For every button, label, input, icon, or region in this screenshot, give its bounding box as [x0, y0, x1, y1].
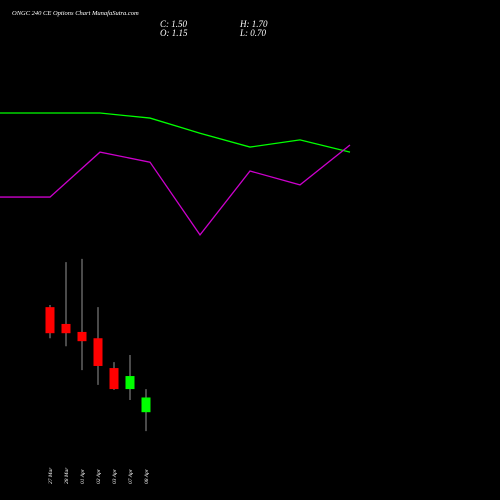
- candle-body: [125, 376, 135, 390]
- x-tick-label: 03 Apr: [112, 468, 118, 484]
- ohlc-close: C: 1.50: [160, 19, 188, 29]
- candle-body: [109, 368, 119, 390]
- ohlc-open: O: 1.15: [160, 28, 188, 38]
- x-tick-label: 08 Apr: [144, 468, 150, 484]
- chart-title: ONGC 240 CE Options Chart MunafaSutra.co…: [12, 10, 139, 17]
- ohlc-low: L: 0.70: [239, 28, 267, 38]
- x-tick-label: 07 Apr: [128, 468, 134, 484]
- candle-body: [141, 397, 151, 413]
- x-tick-label: 02 Apr: [96, 468, 102, 484]
- candle-body: [93, 338, 103, 366]
- candle-body: [45, 307, 55, 334]
- candle-body: [61, 323, 71, 334]
- x-tick-label: 27 Mar: [48, 467, 54, 484]
- candle-body: [77, 331, 87, 342]
- x-tick-label: 28 Mar: [64, 467, 70, 484]
- ohlc-high: H: 1.70: [239, 19, 268, 29]
- x-tick-label: 01 Apr: [80, 468, 86, 484]
- indicator-line: [0, 144, 351, 236]
- indicator-line: [0, 112, 351, 153]
